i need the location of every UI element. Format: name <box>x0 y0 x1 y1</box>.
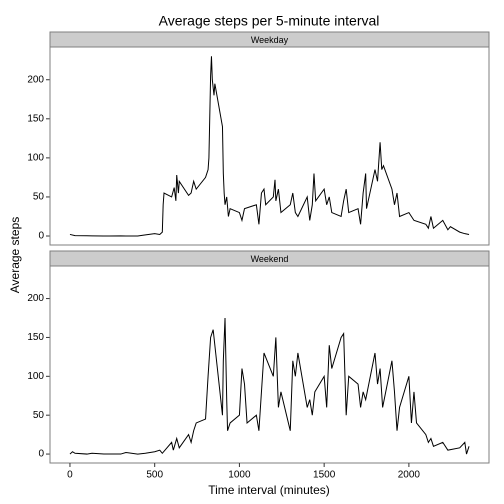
y-axis-label: Average steps <box>8 217 22 294</box>
x-tick-label: 500 <box>146 470 163 481</box>
strip <box>49 250 490 267</box>
y-tick-label: 50 <box>33 410 45 421</box>
data-line <box>69 56 470 237</box>
x-tick-label: 0 <box>67 470 73 481</box>
x-tick-label: 1500 <box>313 470 336 481</box>
y-tick-label: 50 <box>33 192 45 203</box>
strip-label: Weekend <box>251 254 289 264</box>
y-tick-label: 100 <box>27 371 44 382</box>
y-tick-label: 150 <box>27 332 44 343</box>
y-tick-label: 200 <box>27 293 44 304</box>
panel-background <box>50 266 489 463</box>
y-tick-label: 0 <box>38 449 44 460</box>
x-tick-label: 1000 <box>228 470 251 481</box>
chart-title: Average steps per 5-minute interval <box>159 13 380 29</box>
data-line <box>69 317 470 455</box>
panel-background <box>50 47 489 245</box>
x-tick-label: 2000 <box>398 470 421 481</box>
y-tick-label: 0 <box>38 231 44 242</box>
y-tick-label: 200 <box>27 74 44 85</box>
strip <box>49 31 490 48</box>
y-tick-label: 100 <box>27 153 44 164</box>
y-tick-label: 150 <box>27 113 44 124</box>
strip-label: Weekday <box>251 35 289 45</box>
x-axis-label: Time interval (minutes) <box>208 483 330 497</box>
